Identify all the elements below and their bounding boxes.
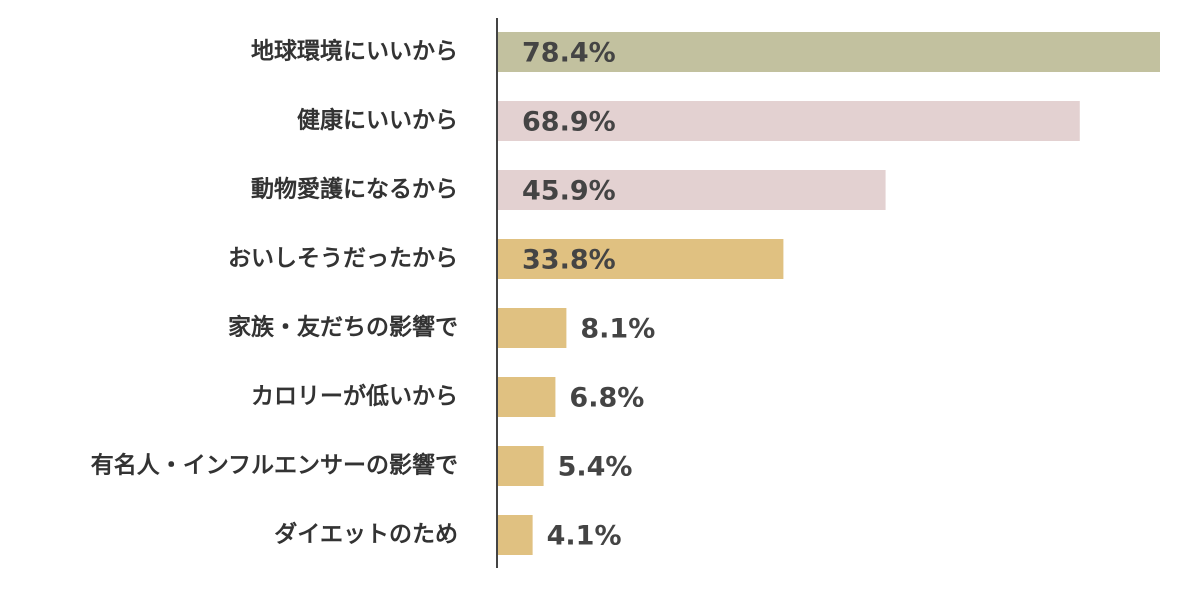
bar [498,32,1160,72]
category-label: 地球環境にいいから [251,38,458,65]
bar [498,446,544,486]
value-label: 8.1% [580,314,655,345]
category-label: 動物愛護になるから [251,176,458,203]
category-label: おいしそうだったから [228,246,458,272]
value-label: 4.1% [547,521,622,552]
category-label: 家族・友だちの影響で [228,314,458,341]
value-label: 45.9% [522,176,616,207]
bar [498,170,886,210]
category-label: 健康にいいから [297,107,458,134]
bar [498,377,556,417]
value-label: 78.4% [522,38,616,69]
value-label: 5.4% [558,452,633,483]
category-label: カロリーが低いから [251,383,458,410]
value-label: 33.8% [522,245,616,276]
bar [498,515,533,555]
bar [498,101,1080,141]
value-label: 6.8% [569,383,644,414]
category-label: ダイエットのため [274,521,458,548]
value-label: 68.9% [522,107,616,138]
category-label: 有名人・インフルエンサーの影響で [91,452,458,479]
bar [498,308,567,348]
bar [498,239,784,279]
